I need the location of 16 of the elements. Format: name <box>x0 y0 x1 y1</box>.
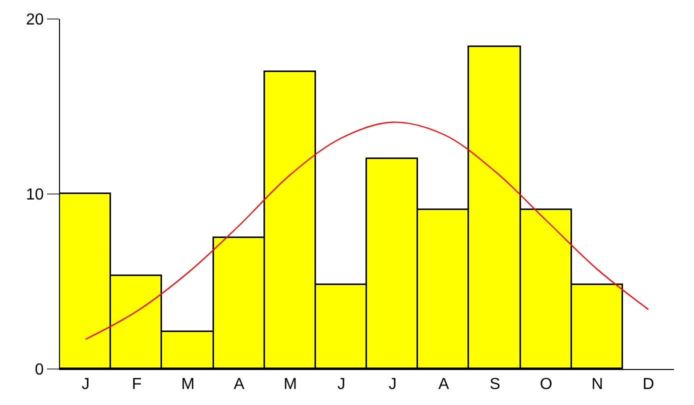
y-tick-label: 0 <box>34 362 44 379</box>
x-tick-label: O <box>540 376 552 394</box>
x-tick-label: A <box>234 376 245 394</box>
line-series <box>84 122 650 340</box>
x-tick-label: D <box>642 376 654 394</box>
x-tick-label: M <box>181 376 195 394</box>
x-tick-label: J <box>82 376 90 394</box>
x-tick-label: J <box>337 376 346 394</box>
x-tick-label: J <box>388 376 397 394</box>
x-tick-label: S <box>490 376 500 394</box>
y-tick-label: 10 <box>26 186 44 204</box>
x-tick-label: A <box>438 376 450 394</box>
x-tick-label: N <box>591 376 604 394</box>
x-tick-label: M <box>284 376 297 394</box>
x-tick-label: F <box>132 376 142 394</box>
y-tick-label: 20 <box>26 12 44 29</box>
